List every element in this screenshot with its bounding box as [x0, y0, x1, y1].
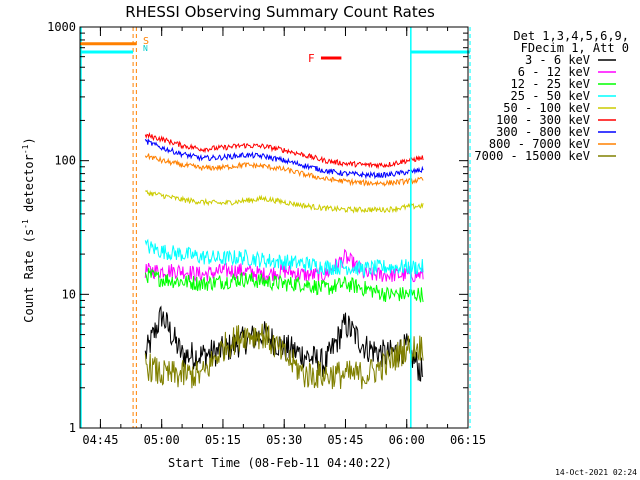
legend-entry-label: 6 - 12 keV — [518, 65, 590, 79]
annotation-layer: S N F — [80, 27, 471, 428]
legend-header-line2: FDecim 1, Att 0 — [521, 41, 629, 55]
y-axis-label-part2: detector — [22, 154, 36, 219]
series-line — [144, 268, 424, 303]
x-tick-label: 05:15 — [205, 433, 241, 447]
series-line — [144, 131, 424, 170]
legend-entry-label: 7000 - 15000 keV — [474, 149, 590, 163]
legend-entry-label: 3 - 6 keV — [525, 53, 590, 67]
timestamp: 14-Oct-2021 02:24 — [555, 468, 637, 477]
x-axis-label: Start Time (08-Feb-11 04:40:22) — [168, 456, 392, 470]
series-line — [144, 189, 424, 214]
axis-layer: 1 10 100 1000 04:45 05:00 05:15 05:30 05:45 06:00… — [47, 20, 486, 447]
legend-entry-label: 50 - 100 keV — [503, 101, 590, 115]
saa-label: S — [143, 36, 149, 47]
y-axis-label: Count Rate (s-1 detector-1) — [21, 137, 36, 322]
legend-entry-label: 800 - 7000 keV — [489, 137, 590, 151]
series-line — [144, 323, 424, 390]
x-tick-label: 05:45 — [327, 433, 363, 447]
x-tick-label: 05:00 — [144, 433, 180, 447]
series-line — [144, 153, 424, 187]
series-layer — [144, 131, 424, 390]
plot-frame — [79, 26, 469, 429]
y-tick-label: 1 — [69, 421, 76, 435]
chart-title: RHESSI Observing Summary Count Rates — [125, 3, 435, 21]
y-axis-label-part3: ) — [22, 137, 36, 144]
y-tick-label: 10 — [62, 287, 76, 301]
series-line — [144, 238, 424, 279]
flare-label: F — [308, 52, 315, 65]
y-axis-label-sup1: -1 — [21, 219, 30, 229]
legend-entry-label: 300 - 800 keV — [496, 125, 590, 139]
night-label: N — [143, 44, 148, 53]
series-line — [144, 138, 424, 180]
series-line — [144, 305, 424, 382]
legend-header-line1: Det 1,3,4,5,6,9, — [513, 29, 629, 43]
x-tick-label: 06:15 — [450, 433, 486, 447]
y-axis-label-sup2: -1 — [21, 144, 30, 154]
x-tick-label: 05:30 — [266, 433, 302, 447]
legend-entry-label: 100 - 300 keV — [496, 113, 590, 127]
y-tick-label: 1000 — [47, 20, 76, 34]
y-tick-label: 100 — [54, 154, 76, 168]
x-tick-label: 04:45 — [82, 433, 118, 447]
x-tick-label: 06:00 — [389, 433, 425, 447]
legend-entry-label: 25 - 50 keV — [511, 89, 590, 103]
legend-entry-label: 12 - 25 keV — [511, 77, 590, 91]
y-axis-label-part1: Count Rate (s — [22, 229, 36, 323]
legend: Det 1,3,4,5,6,9, FDecim 1, Att 0 3 - 6 k… — [474, 29, 629, 163]
